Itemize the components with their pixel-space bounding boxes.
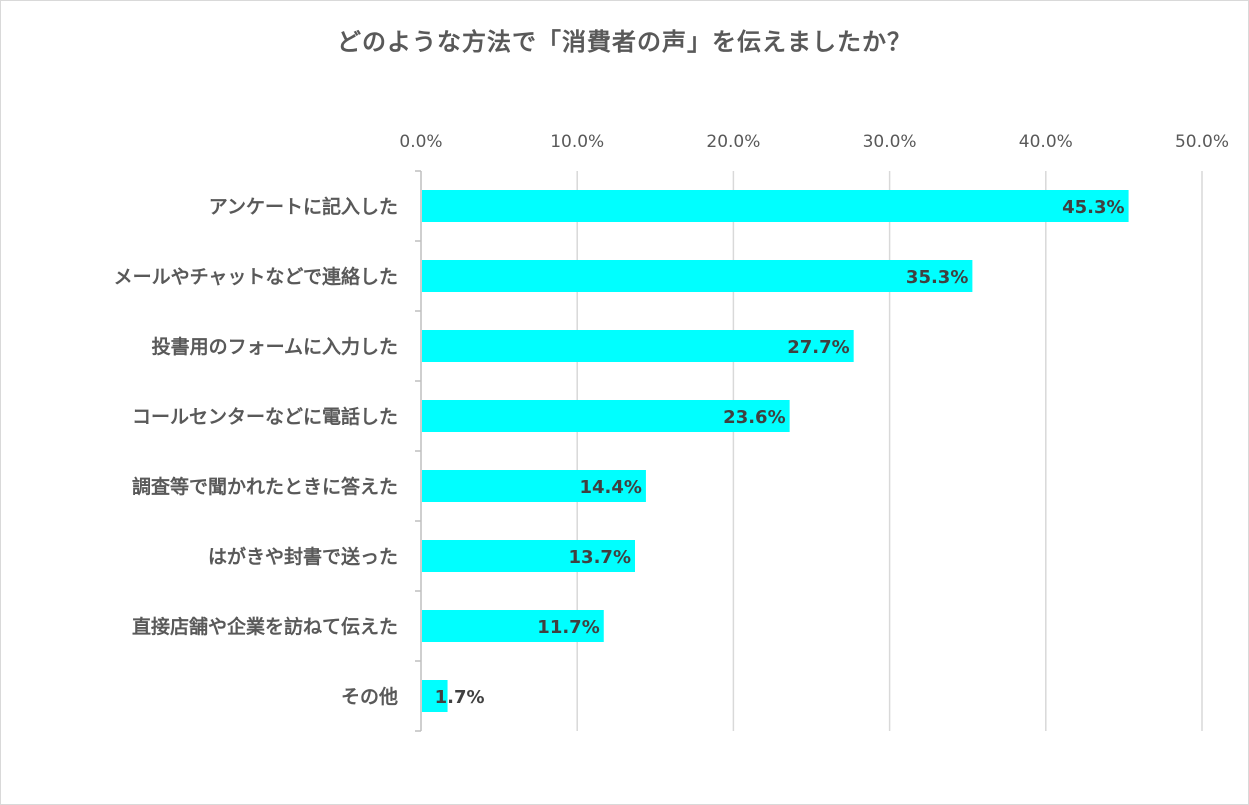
x-tick-label: 20.0% <box>706 132 760 152</box>
category-label: メールやチャットなどで連絡した <box>114 265 398 288</box>
bar <box>422 260 973 292</box>
x-tick-label: 10.0% <box>550 132 604 152</box>
data-label: 1.7% <box>435 687 485 708</box>
bar <box>422 190 1129 222</box>
bars <box>422 190 1129 712</box>
bar <box>422 330 854 362</box>
data-label: 35.3% <box>906 267 968 288</box>
category-label: その他 <box>341 685 398 708</box>
data-label: 13.7% <box>569 547 631 568</box>
category-axis <box>415 170 422 732</box>
bar <box>422 470 646 502</box>
x-tick-label: 30.0% <box>863 132 917 152</box>
category-label: 調査等で聞かれたときに答えた <box>132 475 398 498</box>
data-label: 23.6% <box>723 407 785 428</box>
bar <box>422 400 790 432</box>
category-label: はがきや封書で送った <box>208 545 398 568</box>
bar <box>422 680 448 712</box>
gridlines <box>576 171 1203 731</box>
data-label: 45.3% <box>1062 197 1124 218</box>
data-label: 27.7% <box>787 337 849 358</box>
x-axis-tick-labels: 0.0% 10.0% 20.0% 30.0% 40.0% 50.0% <box>399 132 1229 152</box>
category-label: アンケートに記入した <box>209 195 398 218</box>
category-labels: アンケートに記入したメールやチャットなどで連絡した投書用のフォームに入力したコー… <box>114 195 398 708</box>
category-label: 直接店舗や企業を訪ねて伝えた <box>132 615 398 638</box>
data-label: 14.4% <box>579 477 641 498</box>
bar <box>422 540 635 572</box>
category-label: 投書用のフォームに入力した <box>152 335 398 358</box>
x-tick-label: 40.0% <box>1019 132 1073 152</box>
data-labels: 45.3% 35.3% 27.7% 23.6% 14.4% 13.7% 11.7% 1.7% <box>435 197 1125 708</box>
x-tick-label: 50.0% <box>1175 132 1229 152</box>
category-label: コールセンターなどに電話した <box>132 405 398 428</box>
data-label: 11.7% <box>537 617 599 638</box>
chart-title: どのような方法で「消費者の声」を伝えましたか？ <box>337 28 912 56</box>
bar <box>422 610 604 642</box>
x-tick-label: 0.0% <box>399 132 442 152</box>
